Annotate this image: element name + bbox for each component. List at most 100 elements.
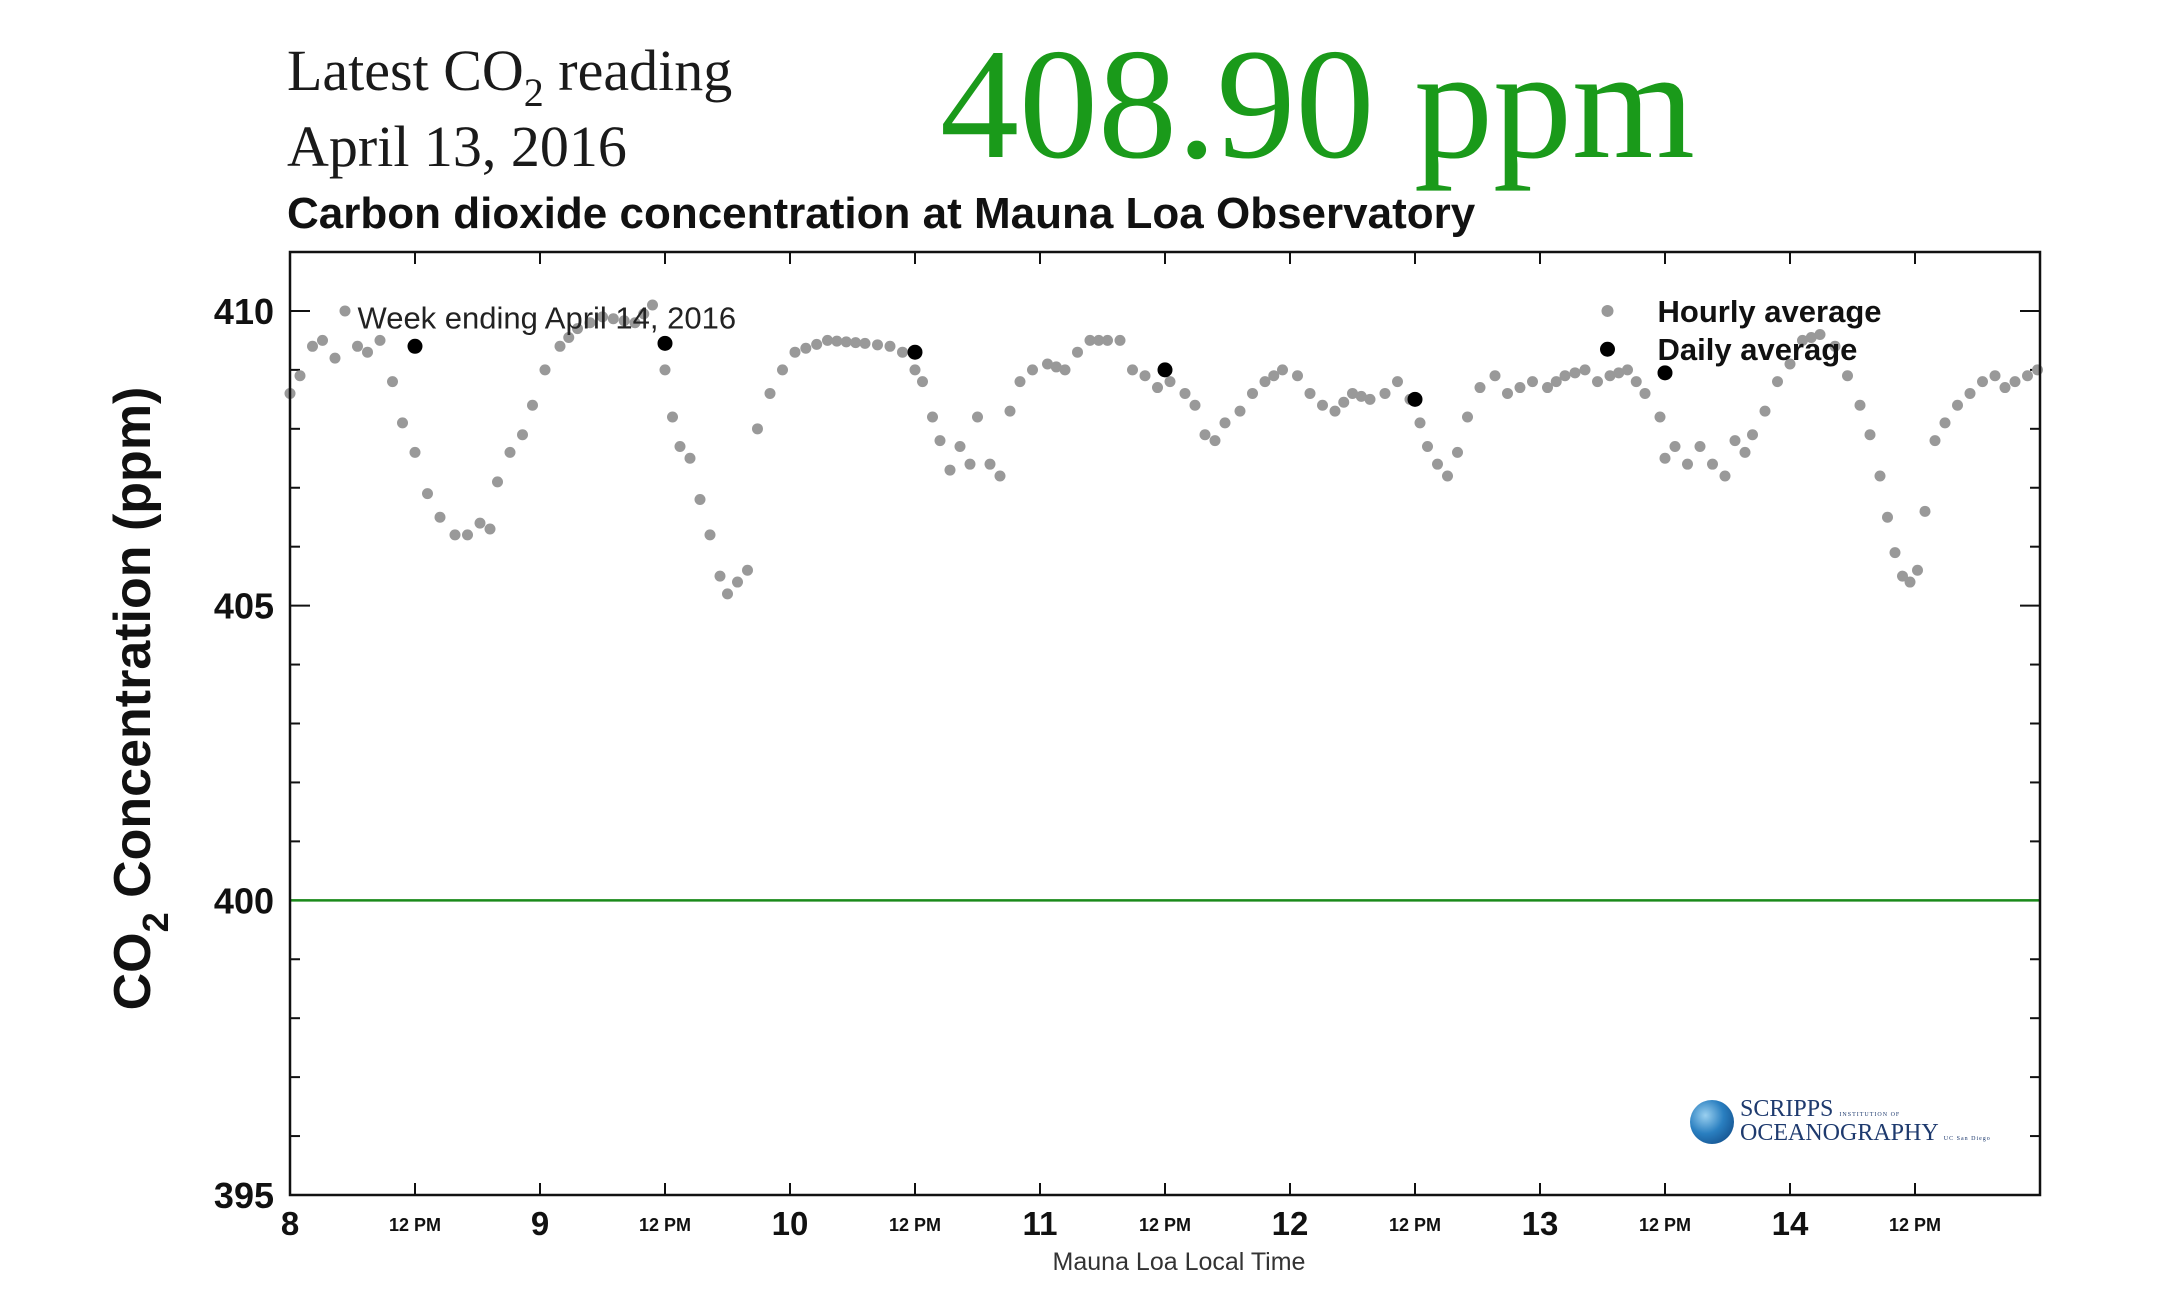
- hourly-point: [694, 494, 706, 506]
- legend-daily-label: Daily average: [1658, 332, 1858, 367]
- hourly-point: [1882, 511, 1893, 523]
- hourly-point: [1164, 376, 1176, 388]
- hourly-point: [752, 423, 763, 435]
- hourly-point: [1139, 370, 1151, 382]
- hourly-point: [1114, 334, 1126, 346]
- hourly-point: [1127, 364, 1138, 376]
- hourly-point: [1659, 452, 1671, 464]
- daily-average-series: [407, 335, 1673, 407]
- y-tick-label: 405: [214, 586, 274, 627]
- tick-marks: [289, 251, 2040, 1196]
- hourly-point: [984, 458, 996, 470]
- hourly-point: [777, 364, 788, 376]
- hourly-point: [1639, 387, 1651, 399]
- hourly-point: [1072, 346, 1083, 358]
- hourly-point: [840, 336, 852, 348]
- hourly-point: [462, 529, 473, 541]
- globe-icon: [1690, 1100, 1734, 1144]
- hourly-point: [1379, 387, 1391, 399]
- hourly-point: [872, 339, 883, 351]
- legend-hourly-label: Hourly average: [1658, 294, 1882, 329]
- y-tick-label: 395: [214, 1175, 274, 1216]
- week-annotation: Week ending April 14, 2016: [358, 301, 737, 336]
- hourly-point: [1014, 376, 1026, 388]
- hourly-point: [1814, 329, 1826, 341]
- x-tick-label-noon: 12 PM: [1639, 1215, 1691, 1235]
- hourly-point: [1939, 417, 1951, 429]
- daily-point: [1157, 362, 1173, 378]
- x-tick-label-day: 13: [1522, 1205, 1559, 1242]
- hourly-point: [1414, 417, 1426, 429]
- hourly-point: [927, 411, 938, 423]
- hourly-point: [944, 464, 956, 476]
- hourly-point: [1292, 370, 1303, 382]
- hourly-point: [764, 387, 776, 399]
- hourly-point: [1338, 396, 1350, 408]
- hourly-point: [1442, 470, 1453, 482]
- daily-point: [407, 338, 423, 354]
- hourly-point: [1489, 370, 1501, 382]
- hourly-point: [934, 435, 946, 447]
- hourly-point: [1929, 435, 1941, 447]
- hourly-point: [1189, 399, 1201, 411]
- hourly-point: [492, 476, 503, 488]
- hourly-point: [1889, 547, 1901, 559]
- hourly-point: [954, 440, 966, 452]
- hourly-point: [1559, 370, 1571, 382]
- hourly-point: [294, 370, 306, 382]
- hourly-point: [1422, 440, 1433, 452]
- scripps-logo: SCRIPPS INSTITUTION OF OCEANOGRAPHY UC S…: [1690, 1092, 2010, 1152]
- hourly-point: [1347, 387, 1358, 399]
- hourly-point: [1102, 334, 1113, 346]
- hourly-point: [1042, 358, 1053, 370]
- hourly-point: [1502, 387, 1513, 399]
- hourly-point: [1654, 411, 1666, 423]
- hourly-point: [1355, 390, 1367, 402]
- hourly-point: [1919, 505, 1931, 517]
- hourly-point: [831, 335, 843, 347]
- hourly-point: [659, 364, 671, 376]
- hourly-point: [317, 334, 328, 346]
- hourly-point: [2009, 376, 2021, 388]
- hourly-point: [1027, 364, 1038, 376]
- hourly-point: [909, 364, 921, 376]
- hourly-point: [1304, 387, 1316, 399]
- hourly-point: [722, 588, 733, 600]
- hourly-point: [1912, 564, 1923, 576]
- x-tick-label-noon: 12 PM: [639, 1215, 691, 1235]
- hourly-point: [618, 315, 630, 327]
- hourly-point: [1364, 393, 1376, 405]
- hourly-average-series: [284, 299, 2043, 600]
- hourly-point: [1209, 435, 1221, 447]
- hourly-point: [1199, 429, 1211, 441]
- hourly-point: [1729, 435, 1741, 447]
- hourly-point: [563, 331, 575, 343]
- logo-line-2: OCEANOGRAPHY UC San Diego: [1740, 1120, 1991, 1146]
- hourly-point: [1219, 417, 1231, 429]
- hourly-point: [1247, 387, 1258, 399]
- x-tick-label-day: 9: [531, 1205, 549, 1242]
- hourly-point: [789, 346, 801, 358]
- hourly-point: [1707, 458, 1718, 470]
- hourly-point: [1550, 376, 1562, 388]
- hourly-point: [539, 364, 551, 376]
- hourly-point: [1004, 405, 1016, 417]
- latest-reading-value: 408.90 ppm: [940, 17, 1695, 192]
- hourly-point: [572, 323, 583, 335]
- hourly-point: [1759, 405, 1771, 417]
- hourly-point: [994, 470, 1006, 482]
- hourly-point: [517, 429, 528, 441]
- hourly-point: [1952, 399, 1963, 411]
- hourly-point: [811, 338, 823, 350]
- hourly-point: [1569, 367, 1581, 379]
- hourly-point: [1604, 370, 1616, 382]
- x-tick-label-noon: 12 PM: [1139, 1215, 1191, 1235]
- hourly-point: [1268, 370, 1280, 382]
- hourly-point: [329, 352, 341, 364]
- daily-point: [907, 344, 923, 360]
- hourly-point: [674, 440, 686, 452]
- hourly-point: [1682, 458, 1693, 470]
- hourly-point: [387, 376, 398, 388]
- y-tick-label: 410: [214, 291, 274, 332]
- y-axis-label: CO2 Concentration (ppm): [104, 387, 176, 1011]
